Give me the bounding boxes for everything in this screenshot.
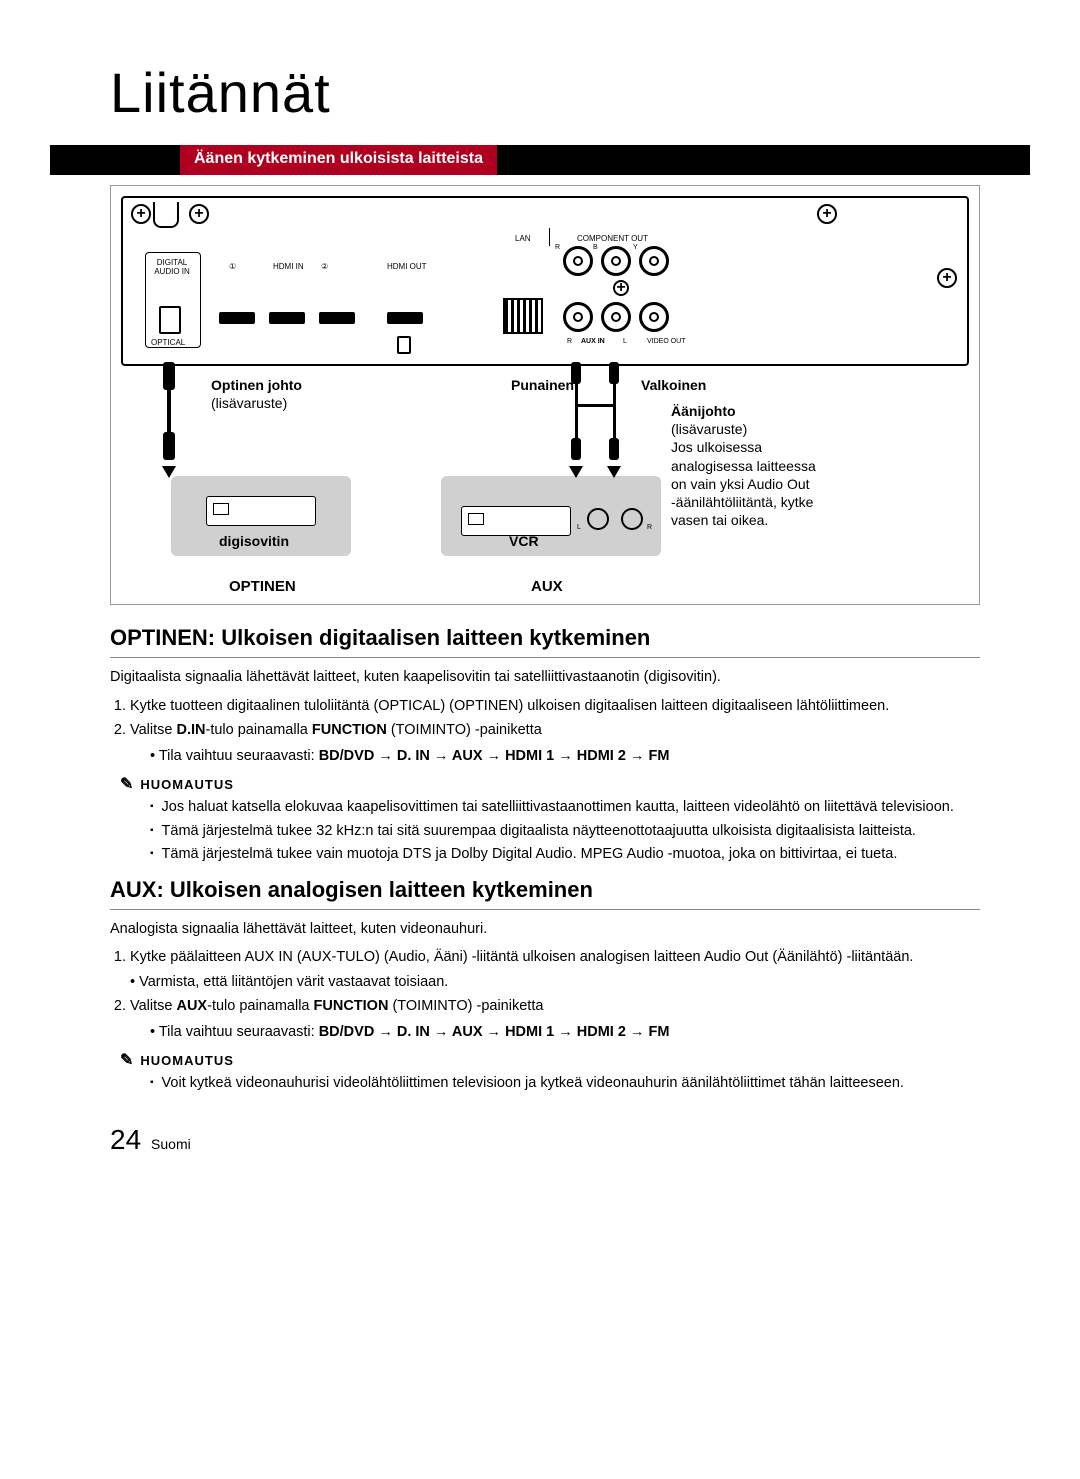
aux-cable-bridge [575,404,615,407]
aux-sequence: • Tila vaihtuu seuraavasti: BD/DVD → D. … [150,1024,980,1040]
hdmi1-num: ① [229,262,236,271]
hdmi-port [319,312,355,324]
y-label: Y [633,244,638,251]
aux-intro: Analogista signaalia lähettävät laitteet… [110,920,980,940]
aux-heading: AUX: Ulkoisen analogisen laitteen kytkem… [110,877,980,903]
panel-notch [153,202,179,228]
valkoinen-label: Valkoinen [641,376,706,394]
aux-plug-l [609,362,619,384]
optinen-heading: OPTINEN: Ulkoisen digitaalisen laitteen … [110,625,980,651]
aux-step2: Valitse AUX-tulo painamalla FUNCTION (TO… [130,996,980,1016]
aux-note-item: Voit kytkeä videonauhurisi videolähtölii… [150,1074,980,1094]
misc-port [397,336,411,354]
arrow-down-icon [162,466,176,478]
aux-step1: Kytke päälaitteen AUX IN (AUX-TULO) (Aud… [130,947,980,992]
hdmi-port [269,312,305,324]
video-out-label: VIDEO OUT [647,338,686,345]
hdmi2-num: ② [321,262,328,271]
hdmi-in-label: HDMI IN [273,262,304,271]
component-rca-group [563,246,669,276]
screw-icon [937,268,957,288]
optical-group-border [145,252,201,348]
aux-note-heading: HUOMAUTUS [120,1050,980,1070]
aux-in-label: AUX IN [581,338,605,345]
optinen-sequence: • Tila vaihtuu seuraavasti: BD/DVD → D. … [150,748,980,764]
page-footer: 24 Suomi [110,1124,1030,1156]
aux-plug-l2 [609,438,619,460]
vcr-r-label: R [647,524,652,531]
b-label: B [593,244,598,251]
optinen-steps: Kytke tuotteen digitaalinen tuloliitäntä… [130,696,980,741]
screw-icon [817,204,837,224]
vcr-l-label: L [577,524,581,531]
aux-cable-l [613,384,616,444]
optinen-note-heading: HUOMAUTUS [120,774,980,794]
screw-icon [613,280,629,296]
optical-cable-label: Optinen johto (lisävaruste) [211,376,302,412]
rear-panel: DIGITAL AUDIO IN OPTICAL HDMI IN ① ② HDM… [121,196,969,366]
section-bar-title: Äänen kytkeminen ulkoisista laitteista [180,145,497,175]
page-number: 24 [110,1124,141,1155]
optinen-note-item: Jos haluat katsella elokuvaa kaapelisovi… [150,798,980,818]
lan-label: LAN [515,234,531,243]
lan-port [503,298,543,334]
component-out-label: COMPONENT OUT [577,234,648,243]
r-label2: R [567,338,572,345]
optinen-note-item: Tämä järjestelmä tukee vain muotoja DTS … [150,845,980,865]
audio-cable-description: Äänijohto (lisävaruste) Jos ulkoisessa a… [671,402,931,529]
vcr-jack-r [621,508,643,530]
optinen-step2: Valitse D.IN-tulo painamalla FUNCTION (T… [130,720,980,740]
hdmi-out-port [387,312,423,324]
optical-plug-bottom [163,432,175,460]
page-language: Suomi [151,1136,191,1152]
page-title: Liitännät [50,60,1030,125]
aux-step1-bullet: • Varmista, että liitäntöjen värit vasta… [130,972,980,992]
aux-big-label: AUX [531,578,563,595]
divider-line [110,909,980,910]
optinen-step1: Kytke tuotteen digitaalinen tuloliitäntä… [130,696,980,716]
aux-plug-r2 [571,438,581,460]
screw-icon [131,204,151,224]
hdmi-port [219,312,255,324]
connection-diagram: DIGITAL AUDIO IN OPTICAL HDMI IN ① ② HDM… [110,185,980,605]
punainen-label: Punainen [511,376,574,394]
optinen-note-item: Tämä järjestelmä tukee 32 kHz:n tai sitä… [150,822,980,842]
arrow-down-icon [569,466,583,478]
optical-plug-top [163,362,175,390]
aux-rca-group [563,302,669,332]
aux-cable-r [575,384,578,444]
l-label: L [623,338,627,345]
optinen-notes: Jos haluat katsella elokuvaa kaapelisovi… [150,798,980,865]
vcr-jack-l [587,508,609,530]
vcr-label: VCR [509,532,539,550]
aux-steps: Kytke päälaitteen AUX IN (AUX-TULO) (Aud… [130,947,980,1016]
aux-notes: Voit kytkeä videonauhurisi videolähtölii… [150,1074,980,1094]
screw-icon [189,204,209,224]
digisovitin-label: digisovitin [219,532,289,550]
section-bar: Äänen kytkeminen ulkoisista laitteista [50,145,1030,175]
optinen-big-label: OPTINEN [229,578,296,595]
hdmi-out-label: HDMI OUT [387,262,427,271]
set-top-box-device [206,496,316,526]
divider-line [110,657,980,658]
divider [549,228,550,246]
optinen-intro: Digitaalista signaalia lähettävät laitte… [110,668,980,688]
arrow-down-icon [607,466,621,478]
r-label: R [555,244,560,251]
